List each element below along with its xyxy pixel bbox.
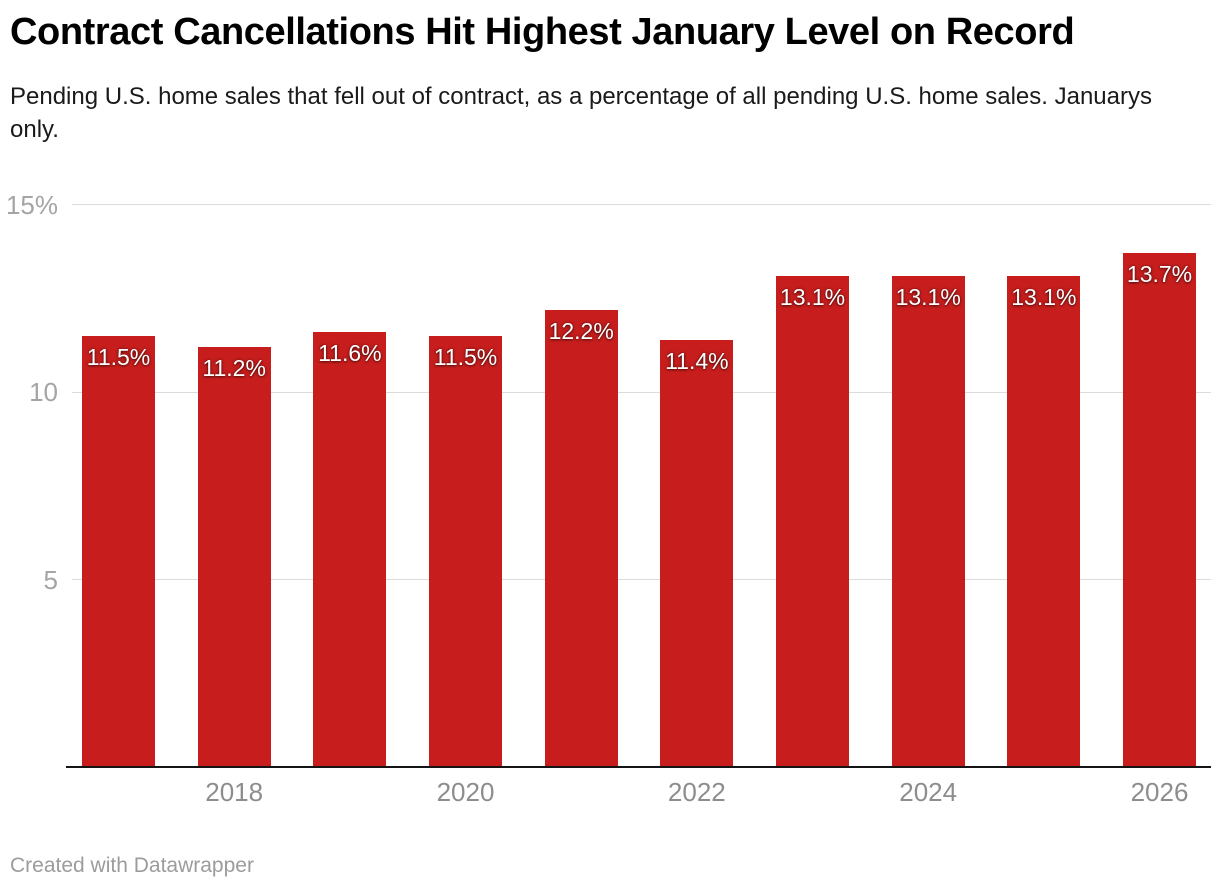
bar-2018: 11.2% [197,347,271,767]
bar-value-label: 11.2% [202,355,266,381]
y-gridline [72,579,1211,580]
bar-value-label: 11.4% [665,347,729,374]
datawrapper-credit: Created with Datawrapper [10,854,254,877]
x-axis-tick-label: 2022 [667,777,726,807]
chart-title: Contract Cancellations Hit Highest Janua… [10,11,1075,53]
bar-value-label: 11.5% [86,343,151,370]
x-axis-baseline [66,766,1211,768]
chart-subtitle: Pending U.S. home sales that fell out of… [10,83,1152,143]
bar-value-label: 11.6% [318,340,382,366]
bar-2020: 11.5% [429,335,502,767]
bar-2019: 11.6% [313,332,387,767]
bar-2024: 13.1% [891,275,965,767]
bar-2017: 11.5% [82,335,155,767]
y-axis-tick-label: 5 [43,564,58,595]
x-axis-tick-label: 2020 [436,777,495,807]
y-axis-tick-label: 15% [5,189,58,220]
bar-value-label: 13.1% [1011,283,1077,310]
y-gridline [72,391,1211,393]
x-axis-tick-label: 2026 [1130,777,1189,807]
x-axis-tick-label: 2018 [205,777,264,807]
bar-2025: 13.1% [1007,275,1081,767]
x-axis-tick-label: 2024 [899,777,958,807]
bar-value-label: 11.5% [433,343,498,370]
bar-2021: 12.2% [544,309,618,767]
bar-value-label: 12.2% [548,317,614,344]
bar-value-label: 13.7% [1126,261,1193,288]
bar-2023: 13.1% [776,275,850,767]
y-gridline [72,204,1211,205]
bar-value-label: 13.1% [779,283,846,310]
y-axis-tick-label: 10 [29,377,58,407]
bar-2022: 11.4% [660,339,734,767]
bar-2026: 13.7% [1123,253,1197,767]
bar-value-label: 13.1% [895,283,961,310]
